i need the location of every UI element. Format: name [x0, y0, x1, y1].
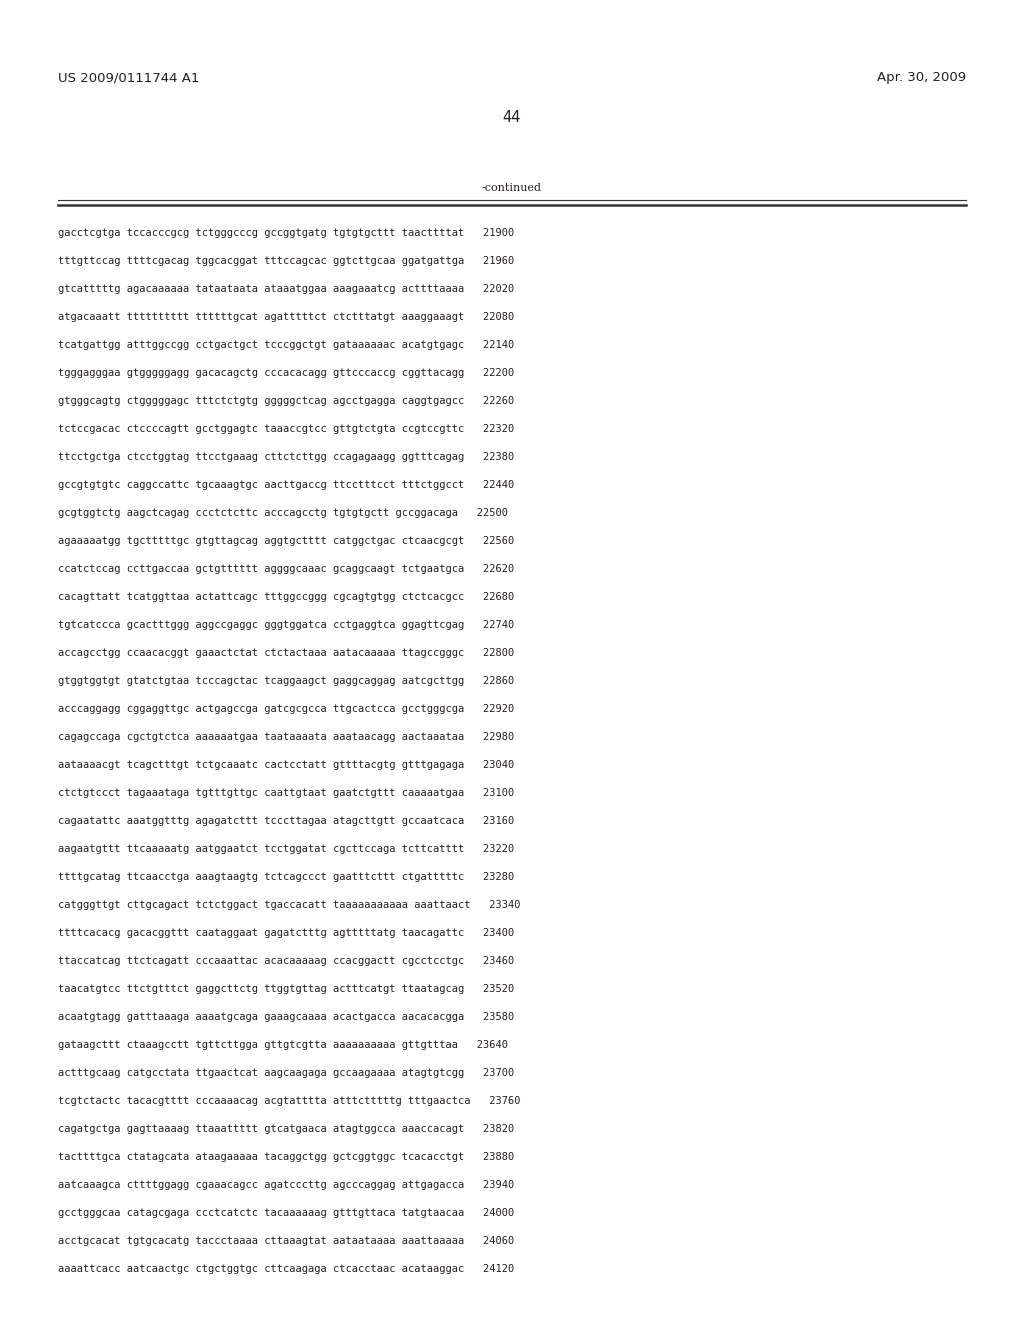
Text: acctgcacat tgtgcacatg taccctaaaa cttaaagtat aataataaaa aaattaaaaa   24060: acctgcacat tgtgcacatg taccctaaaa cttaaag… — [58, 1236, 514, 1246]
Text: cacagttatt tcatggttaa actattcagc tttggccggg cgcagtgtgg ctctcacgcc   22680: cacagttatt tcatggttaa actattcagc tttggcc… — [58, 591, 514, 602]
Text: tgtcatccca gcactttggg aggccgaggc gggtggatca cctgaggtca ggagttcgag   22740: tgtcatccca gcactttggg aggccgaggc gggtgga… — [58, 620, 514, 630]
Text: gcgtggtctg aagctcagag ccctctcttc acccagcctg tgtgtgctt gccggacaga   22500: gcgtggtctg aagctcagag ccctctcttc acccagc… — [58, 508, 508, 517]
Text: gtggtggtgt gtatctgtaa tcccagctac tcaggaagct gaggcaggag aatcgcttgg   22860: gtggtggtgt gtatctgtaa tcccagctac tcaggaa… — [58, 676, 514, 686]
Text: gacctcgtga tccacccgcg tctgggcccg gccggtgatg tgtgtgcttt taacttttat   21900: gacctcgtga tccacccgcg tctgggcccg gccggtg… — [58, 228, 514, 238]
Text: aatcaaagca cttttggagg cgaaacagcc agatcccttg agcccaggag attgagacca   23940: aatcaaagca cttttggagg cgaaacagcc agatccc… — [58, 1180, 514, 1191]
Text: aagaatgttt ttcaaaaatg aatggaatct tcctggatat cgcttccaga tcttcatttt   23220: aagaatgttt ttcaaaaatg aatggaatct tcctgga… — [58, 843, 514, 854]
Text: aataaaacgt tcagctttgt tctgcaaatc cactcctatt gttttacgtg gtttgagaga   23040: aataaaacgt tcagctttgt tctgcaaatc cactcct… — [58, 760, 514, 770]
Text: gtgggcagtg ctgggggagc tttctctgtg gggggctcag agcctgagga caggtgagcc   22260: gtgggcagtg ctgggggagc tttctctgtg gggggct… — [58, 396, 514, 407]
Text: accagcctgg ccaacacggt gaaactctat ctctactaaa aatacaaaaa ttagccgggc   22800: accagcctgg ccaacacggt gaaactctat ctctact… — [58, 648, 514, 657]
Text: Apr. 30, 2009: Apr. 30, 2009 — [877, 71, 966, 84]
Text: ttaccatcag ttctcagatt cccaaattac acacaaaaag ccacggactt cgcctcctgc   23460: ttaccatcag ttctcagatt cccaaattac acacaaa… — [58, 956, 514, 966]
Text: gtcatttttg agacaaaaaa tataataata ataaatggaa aaagaaatcg acttttaaaa   22020: gtcatttttg agacaaaaaa tataataata ataaatg… — [58, 284, 514, 294]
Text: cagatgctga gagttaaaag ttaaattttt gtcatgaaca atagtggcca aaaccacagt   23820: cagatgctga gagttaaaag ttaaattttt gtcatga… — [58, 1125, 514, 1134]
Text: ccatctccag ccttgaccaa gctgtttttt aggggcaaac gcaggcaagt tctgaatgca   22620: ccatctccag ccttgaccaa gctgtttttt aggggca… — [58, 564, 514, 574]
Text: ttttgcatag ttcaacctga aaagtaagtg tctcagccct gaatttcttt ctgatttttc   23280: ttttgcatag ttcaacctga aaagtaagtg tctcagc… — [58, 873, 514, 882]
Text: atgacaaatt tttttttttt ttttttgcat agatttttct ctctttatgt aaaggaaagt   22080: atgacaaatt tttttttttt ttttttgcat agatttt… — [58, 312, 514, 322]
Text: agaaaaatgg tgctttttgc gtgttagcag aggtgctttt catggctgac ctcaacgcgt   22560: agaaaaatgg tgctttttgc gtgttagcag aggtgct… — [58, 536, 514, 546]
Text: cagaatattc aaatggtttg agagatcttt tcccttagaa atagcttgtt gccaatcaca   23160: cagaatattc aaatggtttg agagatcttt tccctta… — [58, 816, 514, 826]
Text: 44: 44 — [503, 111, 521, 125]
Text: gataagcttt ctaaagcctt tgttcttgga gttgtcgtta aaaaaaaaaa gttgtttaa   23640: gataagcttt ctaaagcctt tgttcttgga gttgtcg… — [58, 1040, 508, 1049]
Text: ctctgtccct tagaaataga tgtttgttgc caattgtaat gaatctgttt caaaaatgaa   23100: ctctgtccct tagaaataga tgtttgttgc caattgt… — [58, 788, 514, 799]
Text: ttcctgctga ctcctggtag ttcctgaaag cttctcttgg ccagagaagg ggtttcagag   22380: ttcctgctga ctcctggtag ttcctgaaag cttctct… — [58, 451, 514, 462]
Text: tttgttccag ttttcgacag tggcacggat tttccagcac ggtcttgcaa ggatgattga   21960: tttgttccag ttttcgacag tggcacggat tttccag… — [58, 256, 514, 267]
Text: gcctgggcaa catagcgaga ccctcatctc tacaaaaaag gtttgttaca tatgtaacaa   24000: gcctgggcaa catagcgaga ccctcatctc tacaaaa… — [58, 1208, 514, 1218]
Text: ttttcacacg gacacggttt caataggaat gagatctttg agtttttatg taacagattc   23400: ttttcacacg gacacggttt caataggaat gagatct… — [58, 928, 514, 939]
Text: cagagccaga cgctgtctca aaaaaatgaa taataaaata aaataacagg aactaaataa   22980: cagagccaga cgctgtctca aaaaaatgaa taataaa… — [58, 733, 514, 742]
Text: -continued: -continued — [482, 183, 542, 193]
Text: catgggttgt cttgcagact tctctggact tgaccacatt taaaaaaaaaaa aaattaact   23340: catgggttgt cttgcagact tctctggact tgaccac… — [58, 900, 520, 909]
Text: gccgtgtgtc caggccattc tgcaaagtgc aacttgaccg ttcctttcct tttctggcct   22440: gccgtgtgtc caggccattc tgcaaagtgc aacttga… — [58, 480, 514, 490]
Text: tcgtctactc tacacgtttt cccaaaacag acgtatttta atttctttttg tttgaactca   23760: tcgtctactc tacacgtttt cccaaaacag acgtatt… — [58, 1096, 520, 1106]
Text: tctccgacac ctccccagtt gcctggagtc taaaccgtcc gttgtctgta ccgtccgttc   22320: tctccgacac ctccccagtt gcctggagtc taaaccg… — [58, 424, 514, 434]
Text: tgggagggaa gtgggggagg gacacagctg cccacacagg gttcccaccg cggttacagg   22200: tgggagggaa gtgggggagg gacacagctg cccacac… — [58, 368, 514, 378]
Text: actttgcaag catgcctata ttgaactcat aagcaagaga gccaagaaaa atagtgtcgg   23700: actttgcaag catgcctata ttgaactcat aagcaag… — [58, 1068, 514, 1078]
Text: US 2009/0111744 A1: US 2009/0111744 A1 — [58, 71, 200, 84]
Text: acaatgtagg gatttaaaga aaaatgcaga gaaagcaaaa acactgacca aacacacgga   23580: acaatgtagg gatttaaaga aaaatgcaga gaaagca… — [58, 1012, 514, 1022]
Text: tacttttgca ctatagcata ataagaaaaa tacaggctgg gctcggtggc tcacacctgt   23880: tacttttgca ctatagcata ataagaaaaa tacaggc… — [58, 1152, 514, 1162]
Text: aaaattcacc aatcaactgc ctgctggtgc cttcaagaga ctcacctaac acataaggac   24120: aaaattcacc aatcaactgc ctgctggtgc cttcaag… — [58, 1265, 514, 1274]
Text: tcatgattgg atttggccgg cctgactgct tcccggctgt gataaaaaac acatgtgagc   22140: tcatgattgg atttggccgg cctgactgct tcccggc… — [58, 341, 514, 350]
Text: taacatgtcc ttctgtttct gaggcttctg ttggtgttag actttcatgt ttaatagcag   23520: taacatgtcc ttctgtttct gaggcttctg ttggtgt… — [58, 983, 514, 994]
Text: acccaggagg cggaggttgc actgagccga gatcgcgcca ttgcactcca gcctgggcga   22920: acccaggagg cggaggttgc actgagccga gatcgcg… — [58, 704, 514, 714]
